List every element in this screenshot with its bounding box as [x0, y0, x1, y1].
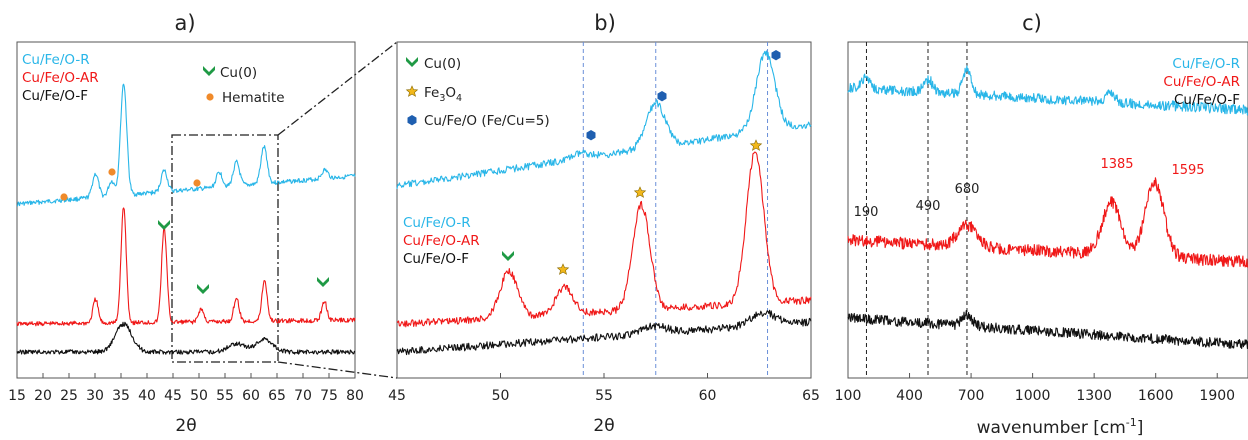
series-line-ar: [396, 151, 812, 328]
panel-c-ticks: 100 400 700 1000 1300 1600 1900: [835, 373, 1235, 404]
panel-b-guide-lines: [582, 42, 769, 378]
x-tick-label: 60: [242, 388, 260, 404]
annotation-680: 680: [955, 182, 980, 197]
x-tick-label: 40: [138, 388, 156, 404]
panel-a-series: [16, 83, 356, 355]
annotation-1385: 1385: [1100, 157, 1133, 172]
annotation-1595: 1595: [1171, 163, 1204, 178]
fe3o4-mid: O: [445, 85, 456, 101]
annotation-190: 190: [854, 205, 879, 220]
annotation-490: 490: [916, 199, 941, 214]
hematite-marker-icon: [206, 93, 214, 101]
panel-b-marker-legend-cufeo: Cu/Fe/O (Fe/Cu=5): [424, 113, 550, 129]
series-line-ar: [16, 207, 356, 327]
panel-b-marker-legend-fe3o4: Fe3O4: [424, 85, 462, 104]
x-tick-label: 55: [216, 388, 234, 404]
fe3o4-sub2: 4: [456, 93, 462, 104]
x-tick-label: 1900: [1199, 388, 1235, 404]
x-tick-label: 1300: [1076, 388, 1112, 404]
panel-c-xlabel-sup: -1: [1126, 416, 1137, 429]
hematite-marker: [108, 168, 116, 176]
x-tick-label: 15: [8, 388, 26, 404]
series-line-f: [16, 321, 356, 355]
x-tick-label: 45: [164, 388, 182, 404]
panel-a-legend-r: Cu/Fe/O-R: [22, 52, 90, 68]
panel-a-marker-legend-hematite: Hematite: [222, 90, 285, 106]
series-line-r: [16, 83, 356, 207]
panel-b-series: [396, 50, 812, 356]
series-line-ar: [847, 177, 1248, 268]
panel-c-legend-r: Cu/Fe/O-R: [1172, 56, 1240, 72]
hematite-marker: [193, 179, 201, 187]
panel-a-frame: [16, 41, 356, 379]
panel-c-series: [847, 65, 1248, 350]
panel-c-xlabel-close: ]: [1137, 418, 1144, 438]
x-tick-label: 25: [60, 388, 78, 404]
x-tick-label: 55: [595, 388, 613, 404]
x-tick-label: 65: [268, 388, 286, 404]
x-tick-label: 80: [346, 388, 364, 404]
zoom-connector-bottom: [277, 361, 398, 379]
panel-b-xlabel: 2θ: [593, 416, 614, 436]
x-tick-label: 75: [320, 388, 338, 404]
x-tick-label: 20: [34, 388, 52, 404]
panel-a-title: a): [174, 11, 195, 35]
panel-c-legend-f: Cu/Fe/O-F: [1174, 92, 1240, 108]
x-tick-label: 60: [699, 388, 717, 404]
panel-b-legend-f: Cu/Fe/O-F: [403, 251, 469, 267]
panel-b-ticks: 45 50 55 60 65: [388, 373, 820, 404]
series-line-r: [847, 65, 1248, 116]
fe3o4-base: Fe: [424, 85, 439, 101]
fe3o4-marker: [633, 186, 647, 198]
fe3o4-marker: [749, 139, 763, 151]
panel-b-legend-r: Cu/Fe/O-R: [403, 215, 471, 231]
series-line-f: [847, 309, 1248, 350]
x-tick-label: 35: [112, 388, 130, 404]
x-tick-label: 50: [190, 388, 208, 404]
cufeo-marker: [657, 91, 667, 102]
x-tick-label: 45: [388, 388, 406, 404]
cufeo-marker: [586, 130, 596, 141]
panel-a-legend-f: Cu/Fe/O-F: [22, 88, 88, 104]
cu0-marker-icon: [203, 66, 215, 76]
x-tick-label: 700: [958, 388, 985, 404]
x-tick-label: 65: [802, 388, 820, 404]
panel-c-xlabel: wavenumber [cm-1]: [977, 416, 1144, 438]
series-line-r: [396, 50, 812, 190]
x-tick-label: 1000: [1015, 388, 1051, 404]
hematite-marker: [60, 193, 68, 201]
cu0-marker: [197, 284, 209, 294]
series-line-f: [396, 309, 812, 356]
x-tick-label: 400: [896, 388, 923, 404]
panel-c-legend-ar: Cu/Fe/O-AR: [1163, 74, 1240, 90]
zoom-connector-top: [277, 41, 398, 136]
panel-b-legend-ar: Cu/Fe/O-AR: [403, 233, 480, 249]
panel-c-xlabel-main: wavenumber [cm: [977, 418, 1126, 438]
cu0-marker: [317, 277, 329, 287]
x-tick-label: 100: [835, 388, 862, 404]
x-tick-label: 30: [86, 388, 104, 404]
x-tick-label: 70: [294, 388, 312, 404]
cufeo-marker-icon: [407, 115, 417, 126]
fe3o4-marker: [556, 263, 570, 275]
panel-a-marker-legend-cu: Cu(0): [220, 65, 257, 81]
x-tick-label: 50: [492, 388, 510, 404]
cu0-marker: [502, 251, 514, 261]
fe3o4-marker-icon: [405, 85, 419, 97]
fe3o4-sub1: 3: [439, 93, 445, 104]
panel-b-title: b): [594, 11, 616, 35]
panel-c-title: c): [1022, 11, 1042, 35]
panel-c-frame: [847, 41, 1248, 379]
zoom-box: [171, 134, 279, 363]
panel-a-ticks: 15 20 25 30 35 40 45 50 55 60 65 70 75 80: [8, 373, 364, 404]
panel-a-legend-ar: Cu/Fe/O-AR: [22, 70, 99, 86]
cufeo-marker: [771, 50, 781, 61]
x-tick-label: 1600: [1138, 388, 1174, 404]
panel-b-marker-legend-cu: Cu(0): [424, 56, 461, 72]
cu0-marker: [158, 220, 170, 230]
panel-a-xlabel: 2θ: [175, 416, 196, 436]
cu0-marker-icon: [406, 57, 418, 67]
